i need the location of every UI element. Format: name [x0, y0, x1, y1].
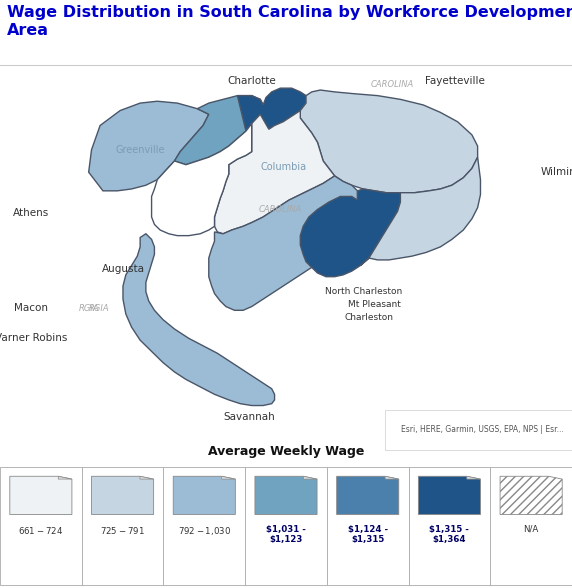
Text: Fayetteville: Fayetteville: [425, 76, 484, 86]
Polygon shape: [300, 90, 478, 193]
Text: Augusta: Augusta: [101, 264, 145, 274]
Text: Esri, HERE, Garmin, USGS, EPA, NPS | Esr...: Esri, HERE, Garmin, USGS, EPA, NPS | Esr…: [400, 425, 563, 435]
Polygon shape: [92, 476, 154, 514]
Polygon shape: [337, 476, 399, 514]
Text: Columbia: Columbia: [260, 162, 306, 172]
Text: Charleston: Charleston: [344, 313, 394, 322]
Polygon shape: [214, 111, 335, 234]
Text: Average Weekly Wage: Average Weekly Wage: [208, 446, 364, 459]
Text: $1,124 -
$1,315: $1,124 - $1,315: [348, 524, 388, 544]
Text: $1,031 -
$1,123: $1,031 - $1,123: [266, 524, 306, 544]
Polygon shape: [10, 476, 72, 514]
Polygon shape: [255, 476, 317, 514]
Text: CAROLINA: CAROLINA: [370, 80, 414, 89]
Text: RGIA: RGIA: [78, 304, 99, 313]
Text: CAROLINA: CAROLINA: [259, 205, 302, 214]
Polygon shape: [152, 123, 252, 236]
Polygon shape: [123, 234, 275, 406]
Polygon shape: [173, 476, 235, 514]
FancyBboxPatch shape: [0, 467, 82, 585]
Text: $661 - $724: $661 - $724: [18, 524, 63, 536]
Text: Charlotte: Charlotte: [227, 76, 276, 86]
Polygon shape: [360, 157, 480, 266]
Text: Wilmir: Wilmir: [541, 167, 572, 177]
Text: RGIA: RGIA: [89, 304, 109, 313]
Polygon shape: [300, 189, 400, 277]
Polygon shape: [418, 476, 480, 514]
FancyBboxPatch shape: [327, 467, 408, 585]
FancyBboxPatch shape: [490, 467, 572, 585]
Text: Greenville: Greenville: [116, 145, 165, 155]
Polygon shape: [500, 476, 562, 514]
FancyBboxPatch shape: [82, 467, 164, 585]
Text: N/A: N/A: [523, 524, 539, 534]
FancyBboxPatch shape: [408, 467, 490, 585]
Polygon shape: [222, 476, 235, 479]
Text: $1,315 -
$1,364: $1,315 - $1,364: [430, 524, 470, 544]
FancyBboxPatch shape: [245, 467, 327, 585]
Polygon shape: [89, 101, 209, 191]
Polygon shape: [140, 476, 154, 479]
Polygon shape: [174, 96, 263, 165]
Text: $792 - $1,030: $792 - $1,030: [178, 524, 231, 537]
Text: Athens: Athens: [13, 208, 50, 218]
Text: Wage Distribution in South Carolina by Workforce Development
Area: Wage Distribution in South Carolina by W…: [7, 5, 572, 38]
Text: Macon: Macon: [14, 303, 49, 313]
Text: North Charleston: North Charleston: [324, 287, 402, 296]
Text: Varner Robins: Varner Robins: [0, 333, 67, 343]
Polygon shape: [58, 476, 72, 479]
Polygon shape: [303, 476, 317, 479]
Polygon shape: [209, 176, 358, 310]
FancyBboxPatch shape: [164, 467, 245, 585]
Polygon shape: [385, 476, 399, 479]
Text: Savannah: Savannah: [223, 412, 275, 422]
Text: Mt Pleasant: Mt Pleasant: [348, 300, 401, 309]
Text: $725 - $791: $725 - $791: [100, 524, 145, 536]
Polygon shape: [237, 88, 306, 131]
Polygon shape: [467, 476, 480, 479]
